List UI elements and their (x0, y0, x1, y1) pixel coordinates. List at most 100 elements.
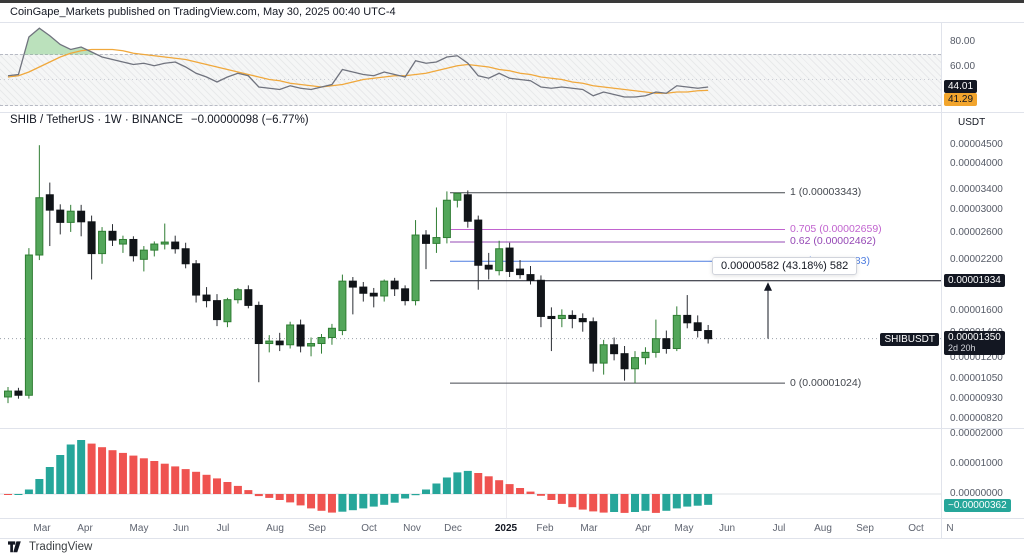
candle-body (411, 234, 420, 302)
rsi-ma-value-badge: 41.29 (944, 93, 978, 106)
candle-body (442, 199, 451, 239)
candle-body (505, 247, 514, 272)
macd-histogram-bar (296, 494, 305, 506)
macd-histogram-bar (704, 494, 713, 505)
symbol-title[interactable]: SHIB / TetherUS · 1W · BINANCE −0.0000009… (10, 114, 309, 126)
candle-body (578, 318, 587, 323)
candle-body (474, 219, 483, 266)
macd-histogram-bar (442, 477, 451, 494)
candle-body (390, 280, 399, 290)
macd-histogram-bar (160, 463, 169, 494)
macd-histogram-bar (87, 443, 96, 494)
candle-body (683, 314, 692, 324)
candle-body (369, 292, 378, 297)
macd-histogram-bar (181, 469, 190, 494)
candle-body (77, 210, 86, 223)
macd-histogram-bar (557, 494, 566, 504)
macd-histogram-bar (233, 485, 242, 494)
macd-histogram-bar (327, 494, 336, 513)
candle-body (526, 274, 535, 281)
macd-value-badge: −0.00000362 (944, 499, 1011, 512)
candle-body (171, 241, 180, 250)
candle-body (307, 343, 316, 347)
candle-body (557, 314, 566, 320)
candle-body (56, 209, 65, 223)
candle-body (327, 327, 336, 338)
macd-histogram-bar (432, 483, 441, 494)
range-arrow-head (764, 282, 772, 291)
macd-histogram-bar (244, 490, 253, 494)
macd-histogram-bar (77, 440, 86, 494)
macd-histogram-bar (307, 494, 316, 509)
macd-histogram-bar (474, 473, 483, 494)
candle-body (118, 238, 127, 245)
macd-histogram-bar (610, 494, 619, 512)
candle-body (45, 194, 54, 211)
candle-body (348, 280, 357, 288)
rsi-ma-line (7, 48, 709, 94)
macd-histogram-bar (150, 461, 159, 494)
candle-body (275, 340, 284, 346)
candle-body (631, 357, 639, 370)
candle-body (547, 315, 556, 320)
candle-body (672, 314, 681, 350)
macd-histogram-bar (98, 447, 107, 494)
price-line-badge: 0.00001934 (944, 274, 1005, 287)
macd-histogram-bar (118, 452, 127, 494)
macd-histogram-bar (578, 494, 587, 510)
macd-histogram-bar (275, 494, 284, 500)
candle-body (610, 344, 619, 355)
macd-histogram-bar (35, 479, 44, 494)
currency-label: USDT (958, 117, 986, 128)
candle-body (213, 300, 221, 321)
macd-histogram-bar (24, 489, 33, 494)
candle-body (359, 286, 368, 294)
rsi-line (7, 27, 709, 98)
top-border-strip (0, 0, 1024, 3)
macd-histogram-bar (108, 450, 117, 494)
macd-histogram-bar (380, 494, 389, 505)
candle-body (254, 304, 263, 345)
price-range-tooltip: 0.00000582 (43.18%) 582 (712, 257, 858, 275)
candle-body (129, 238, 138, 257)
candle-body (244, 289, 253, 306)
candle-body (317, 336, 326, 345)
macd-histogram-bar (202, 474, 211, 494)
symbol-name: SHIB / TetherUS · 1W · BINANCE (10, 114, 183, 126)
candle-body (484, 264, 493, 270)
candle-body (338, 280, 347, 332)
tradingview-logo-icon (8, 541, 21, 553)
candle-body (568, 314, 577, 320)
macd-histogram-bar (129, 455, 138, 494)
macd-histogram-bar (589, 494, 598, 512)
candle-body (693, 322, 702, 332)
macd-histogram-bar (516, 488, 525, 494)
candle-body (453, 192, 462, 201)
macd-histogram-bar (683, 494, 692, 507)
macd-histogram-bar (45, 467, 54, 494)
macd-histogram-bar (14, 494, 23, 495)
candle-body (495, 248, 504, 272)
macd-histogram-bar (495, 480, 504, 494)
price-change: −0.00000098 (−6.77%) (190, 114, 309, 126)
tradingview-attribution[interactable]: TradingView (8, 541, 92, 553)
candle-body (380, 280, 389, 297)
macd-histogram-bar (422, 489, 430, 494)
macd-histogram-bar (265, 494, 274, 498)
macd-histogram-bar (286, 494, 295, 503)
candle-body (202, 294, 211, 302)
macd-histogram-bar (338, 494, 347, 512)
candle-body (620, 353, 629, 370)
macd-histogram-bar (641, 494, 650, 511)
attribution-text: CoinGape_Markets published on TradingVie… (10, 6, 396, 18)
macd-histogram-bar (620, 494, 629, 513)
candle-body (14, 390, 23, 396)
macd-histogram-bar (254, 494, 263, 497)
rsi-value-badge: 44.01 (944, 80, 978, 93)
macd-histogram-bar (453, 472, 462, 494)
candle-body (160, 241, 169, 245)
macd-histogram-bar (631, 494, 639, 512)
macd-histogram-bar (4, 494, 12, 495)
candle-body (66, 210, 75, 223)
